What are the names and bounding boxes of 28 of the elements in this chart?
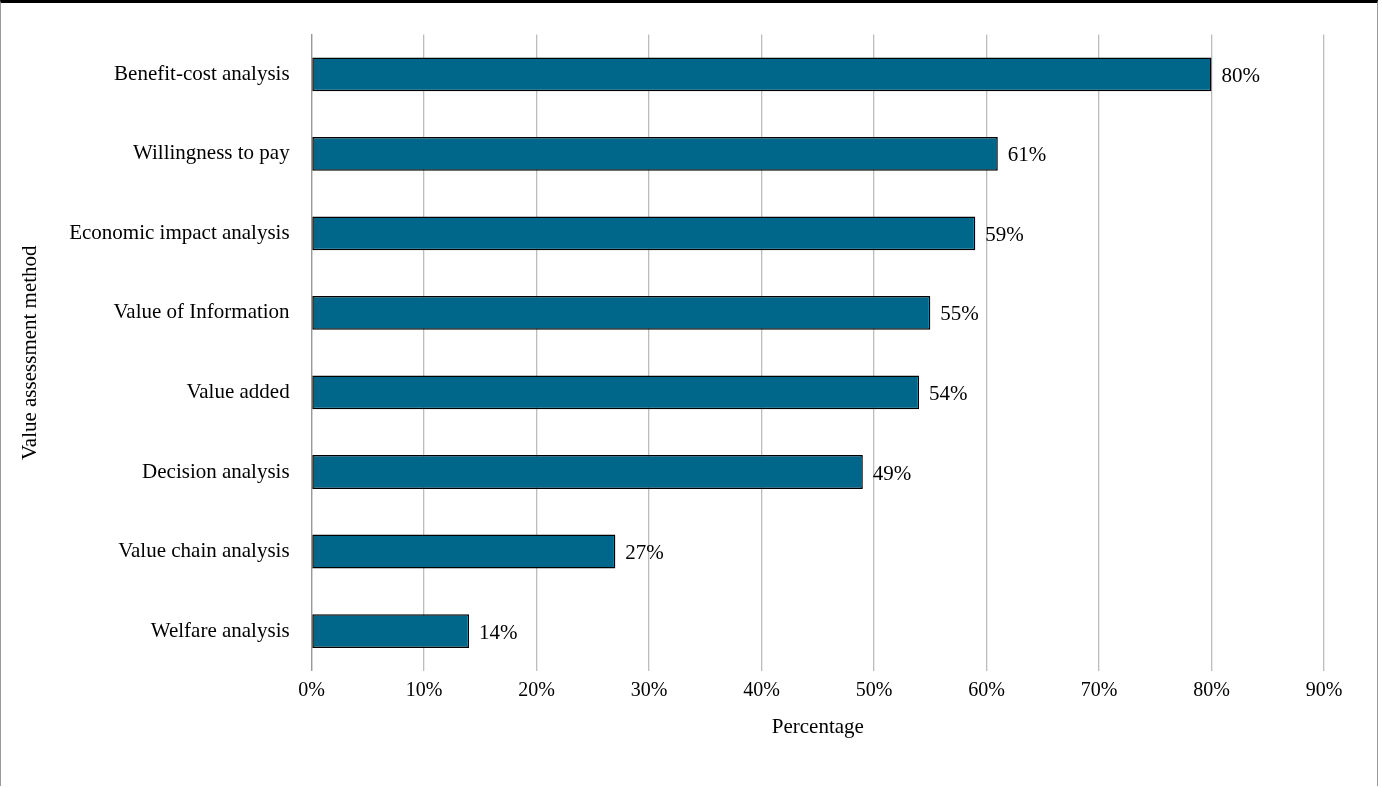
y-tick-label: Willingness to pay <box>133 140 291 165</box>
y-tick-label: Value added <box>186 378 291 403</box>
x-tick-label: 70% <box>1080 678 1118 701</box>
x-tick-label: 30% <box>630 678 668 701</box>
x-tick-label: 80% <box>1193 678 1230 701</box>
data-label: 61% <box>1007 142 1047 167</box>
x-tick-label: 60% <box>968 678 1005 701</box>
data-label: 54% <box>929 380 968 405</box>
x-axis-title: Percentage <box>771 713 864 738</box>
data-label: 59% <box>985 221 1024 246</box>
y-tick-label: Welfare analysis <box>150 617 290 642</box>
x-tick-label: 90% <box>1305 678 1343 701</box>
data-label: 27% <box>625 540 664 565</box>
y-tick-label: Value chain analysis <box>118 538 290 563</box>
x-tick-label: 20% <box>518 678 555 701</box>
y-tick-label: Decision analysis <box>142 458 290 483</box>
y-tick-label: Benefit-cost analysis <box>114 60 290 85</box>
data-label: 55% <box>940 301 979 326</box>
data-label: 80% <box>1221 62 1261 87</box>
y-tick-label: Value of Information <box>113 299 291 324</box>
y-tick-label: Economic impact analysis <box>69 219 290 244</box>
x-tick-label: 40% <box>743 678 780 701</box>
x-tick-label: 50% <box>855 678 893 701</box>
x-tick-label: 0% <box>298 678 325 701</box>
data-label: 14% <box>479 619 518 644</box>
x-tick-label: 10% <box>405 678 443 701</box>
y-axis-title: Value assessment method <box>17 244 42 461</box>
data-label: 49% <box>872 460 912 485</box>
